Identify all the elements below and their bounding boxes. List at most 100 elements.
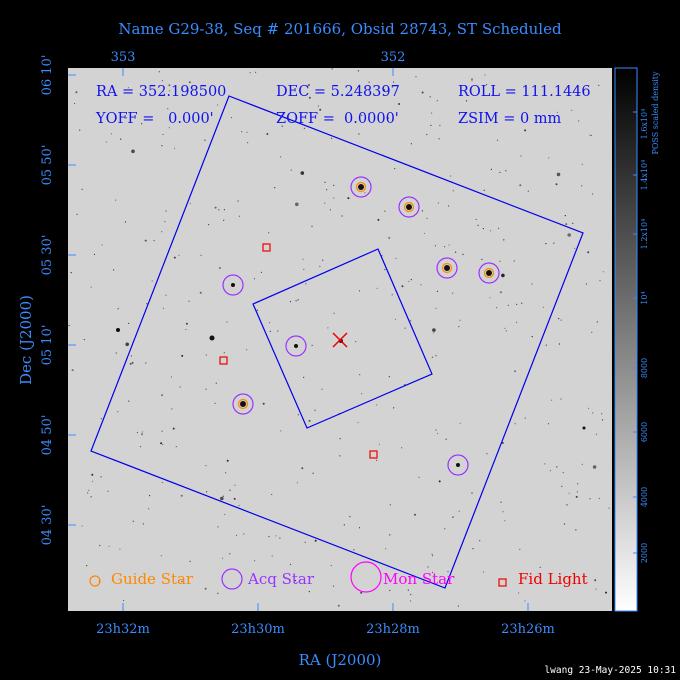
background-star (145, 362, 147, 364)
colorbar-tick-label: 1.6x10⁴ (640, 109, 649, 140)
colorbar-ticks (633, 111, 637, 554)
background-star (160, 442, 163, 445)
background-star (277, 330, 279, 332)
background-star (448, 205, 450, 207)
background-star (223, 219, 225, 221)
background-star (500, 501, 502, 503)
background-star (505, 330, 507, 332)
background-star (330, 564, 332, 567)
background-star (384, 269, 386, 271)
background-star (513, 260, 515, 262)
background-star (223, 209, 225, 211)
background-star (556, 172, 561, 177)
background-star (438, 138, 440, 140)
background-star (602, 271, 605, 273)
background-star (269, 330, 271, 332)
background-star (556, 466, 558, 468)
background-star (215, 382, 217, 384)
background-star (450, 175, 452, 177)
background-star (337, 604, 340, 607)
background-star (174, 147, 176, 149)
background-star (218, 267, 221, 269)
background-star (498, 227, 500, 229)
background-star (439, 124, 441, 127)
background-star (162, 133, 164, 136)
background-star (444, 528, 446, 530)
background-star (364, 192, 366, 194)
background-star (567, 233, 571, 237)
background-star (499, 291, 502, 294)
background-star (238, 215, 241, 217)
background-star (358, 84, 360, 86)
background-star (302, 258, 304, 260)
background-star (185, 322, 188, 325)
background-star (432, 328, 436, 332)
background-star (581, 463, 583, 465)
star-field (68, 68, 610, 607)
background-star (173, 256, 176, 259)
background-star (347, 197, 350, 200)
background-star (266, 133, 269, 135)
background-star (280, 156, 282, 158)
background-star (275, 535, 277, 537)
colorbar-tick-label: 1.4x10⁴ (640, 160, 649, 191)
background-star (110, 133, 113, 135)
background-star (515, 321, 518, 323)
acq-star-marker (350, 176, 372, 198)
background-star (226, 321, 228, 323)
background-star (585, 283, 588, 285)
background-star (368, 113, 370, 115)
background-star (483, 571, 485, 573)
background-star (587, 251, 590, 254)
background-star (214, 402, 216, 404)
background-star (141, 123, 143, 125)
background-star (430, 124, 432, 126)
background-star (592, 193, 594, 195)
background-star (205, 465, 207, 467)
background-star (91, 473, 94, 476)
background-star (132, 362, 134, 364)
background-star (317, 105, 319, 107)
background-star (427, 566, 429, 568)
background-star (218, 209, 220, 211)
background-star (558, 318, 560, 320)
background-star (392, 81, 395, 83)
background-star (391, 294, 393, 296)
colorbar-label: POSS scaled density (651, 71, 660, 155)
background-star (204, 587, 207, 590)
background-star (295, 300, 297, 302)
background-star (230, 117, 233, 119)
background-star (565, 223, 568, 226)
background-star (458, 326, 460, 328)
colorbar-tick-label: 1.2x10⁴ (640, 219, 649, 250)
background-star (249, 72, 251, 74)
background-star (224, 513, 226, 516)
background-star (220, 496, 224, 501)
background-star (117, 308, 119, 310)
background-star (343, 524, 345, 526)
background-star (319, 108, 322, 111)
background-star (504, 327, 506, 329)
background-star (590, 134, 593, 137)
background-star (389, 534, 391, 536)
background-star (377, 218, 380, 221)
background-star (385, 548, 387, 550)
background-star (431, 112, 433, 114)
background-star (141, 431, 144, 433)
background-star (595, 433, 598, 435)
background-star (205, 388, 207, 390)
background-star (197, 113, 199, 115)
background-star (394, 318, 397, 320)
background-star (175, 446, 177, 448)
background-star (295, 202, 299, 207)
background-star (496, 139, 499, 141)
fid-lights (219, 243, 378, 459)
background-star (339, 455, 341, 457)
left-tick-label: 05 10' (40, 325, 55, 366)
background-star (388, 117, 390, 119)
background-star (169, 90, 171, 92)
background-star (161, 231, 163, 233)
acq-star-marker (398, 196, 420, 218)
background-star (361, 114, 363, 116)
